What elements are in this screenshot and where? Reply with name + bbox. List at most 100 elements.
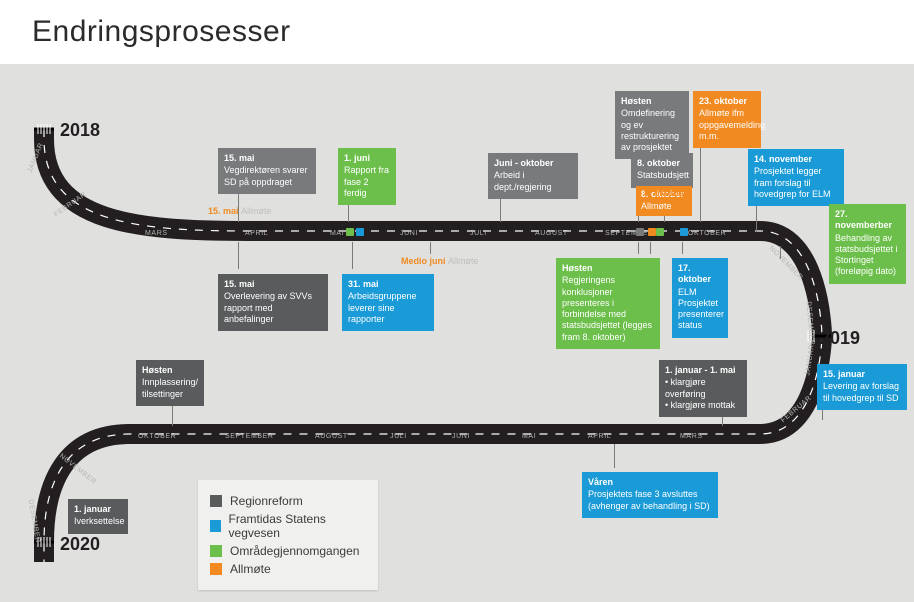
pill-text: Allmøte xyxy=(448,256,479,266)
month-label: JULI xyxy=(390,433,407,440)
callout-date: 1. januar xyxy=(74,504,122,515)
year-label: 2020 xyxy=(60,534,100,555)
pill-date: Medio juni xyxy=(401,256,448,266)
callout-box: 31. maiArbeidsgruppene leverer sine rapp… xyxy=(342,274,434,331)
callout-box: 1. juniRapport fra fase 2 ferdig xyxy=(338,148,396,205)
callout-text: Vegdirektøren svarer SD på oppdraget xyxy=(224,165,310,188)
callout-text: Behandling av statsbudsjettet i Storting… xyxy=(835,233,900,278)
legend-label: Framtidas Statens vegvesen xyxy=(229,512,362,540)
year-label: 2018 xyxy=(60,120,100,141)
callout-box: 17. oktoberELM Prosjektet presenterer st… xyxy=(672,258,728,338)
callout-box: 1. januar - 1. mai• klargjøre overføring… xyxy=(659,360,747,417)
road-svg xyxy=(0,64,914,602)
callout-text: Allmøte xyxy=(641,201,687,212)
legend-row: Framtidas Statens vegvesen xyxy=(210,512,362,540)
month-label: OKTOBER xyxy=(688,230,726,237)
connector-pin xyxy=(430,242,431,254)
month-label: MAI xyxy=(522,433,536,440)
month-label: OKTOBER xyxy=(138,433,176,440)
pill-date: 15. mai xyxy=(208,206,241,216)
callout-box: HøstenOmdefinering og ev restrukturering… xyxy=(615,91,689,159)
pill-label: 15. mai Allmøte xyxy=(200,204,280,219)
legend-label: Allmøte xyxy=(230,562,271,576)
month-label: JUNI xyxy=(400,230,418,237)
callout-box: 15. januarLevering av forslag til hovedg… xyxy=(817,364,907,410)
month-label: APRIL xyxy=(245,230,268,237)
legend-row: Allmøte xyxy=(210,562,362,576)
connector-pin xyxy=(352,242,353,269)
callout-date: 15. mai xyxy=(224,279,322,290)
callout-date: Våren xyxy=(588,477,712,488)
legend-label: Regionreform xyxy=(230,494,303,508)
title-bar: Endringsprosesser xyxy=(0,0,914,64)
month-label: MAI xyxy=(330,230,344,237)
callout-date: Juni - oktober xyxy=(494,158,572,169)
legend-swatch xyxy=(210,520,221,532)
callout-box: Juni - oktoberArbeid i dept./regjering xyxy=(488,153,578,199)
callout-text: • klargjøre overføring • klargjøre motta… xyxy=(665,377,741,411)
month-label: AUGUST xyxy=(315,433,348,440)
callout-date: Høsten xyxy=(621,96,683,107)
callout-box: HøstenRegjeringens konklusjoner presente… xyxy=(556,258,660,349)
callout-text: Regjeringens konklusjoner presenteres i … xyxy=(562,275,654,343)
callout-text: Arbeid i dept./regjering xyxy=(494,170,572,193)
connector-pin xyxy=(780,246,781,259)
legend-row: Regionreform xyxy=(210,494,362,508)
road-marker xyxy=(346,228,354,236)
legend-swatch xyxy=(210,495,222,507)
callout-date: 17. oktober xyxy=(678,263,722,286)
callout-text: Arbeidsgruppene leverer sine rapporter xyxy=(348,291,428,325)
callout-date: 1. juni xyxy=(344,153,390,164)
month-label: AUGUST xyxy=(535,230,568,237)
callout-box: 8. oktoberStatsbudsjett xyxy=(631,153,693,188)
callout-box: 23. oktoberAllmøte ifm oppgavemelding m.… xyxy=(693,91,761,148)
callout-text: Levering av forslag til hovedgrep til SD xyxy=(823,381,901,404)
callout-date: 14. november xyxy=(754,154,838,165)
page-title: Endringsprosesser xyxy=(32,15,291,49)
callout-date: 23. oktober xyxy=(699,96,755,107)
callout-date: 8. oktober xyxy=(637,158,687,169)
callout-text: Iverksettelse xyxy=(74,516,122,527)
callout-text: Prosjektet legger fram forslag til hoved… xyxy=(754,166,838,200)
connector-pin xyxy=(682,242,683,254)
month-label: SEPTEMBER xyxy=(605,230,654,237)
legend-swatch xyxy=(210,563,222,575)
legend-label: Områdegjennomgangen xyxy=(230,544,359,558)
connector-pin xyxy=(638,242,639,254)
legend-row: Områdegjennomgangen xyxy=(210,544,362,558)
callout-date: 1. januar - 1. mai xyxy=(665,365,741,376)
callout-date: 15. januar xyxy=(823,369,901,380)
callout-date: Høsten xyxy=(562,263,654,274)
timeline-stage: 201820192020 JANUARFEBRUARMARSAPRILMAIJU… xyxy=(0,64,914,602)
callout-box: 15. maiVegdirektøren svarer SD på oppdra… xyxy=(218,148,316,194)
callout-text: Overlevering av SVVs rapport med anbefal… xyxy=(224,291,322,325)
road-marker xyxy=(648,228,656,236)
callout-box: 27. novemberberBehandling av statsbudsje… xyxy=(829,204,906,284)
callout-box: HøstenInnplassering/ tilsettinger xyxy=(136,360,204,406)
connector-pin xyxy=(650,242,651,254)
road-marker xyxy=(680,228,688,236)
callout-date: 27. novemberber xyxy=(835,209,900,232)
callout-text: Statsbudsjett xyxy=(637,170,687,181)
month-label: JUNI xyxy=(452,433,470,440)
month-label: APRIL xyxy=(588,433,611,440)
callout-box: 15. maiOverlevering av SVVs rapport med … xyxy=(218,274,328,331)
pill-label: Medio juni Allmøte xyxy=(393,254,487,269)
callout-date: 15. mai xyxy=(224,153,310,164)
callout-text: Allmøte ifm oppgavemelding m.m. xyxy=(699,108,755,142)
pill-text: Allmøte xyxy=(241,206,272,216)
callout-text: Omdefinering og ev restrukturering av pr… xyxy=(621,108,683,153)
callout-text: Prosjektets fase 3 avsluttes (avhenger a… xyxy=(588,489,712,512)
connector-pin xyxy=(700,138,701,222)
month-label: SEPTEMBER xyxy=(225,433,274,440)
road-marker xyxy=(636,228,644,236)
month-label: JULI xyxy=(470,230,487,237)
callout-box: 14. novemberProsjektet legger fram forsl… xyxy=(748,149,844,206)
pill-date: 8. oktober xyxy=(644,188,687,198)
road-marker xyxy=(356,228,364,236)
pill-label: 8. oktober xyxy=(636,186,695,201)
legend-swatch xyxy=(210,545,222,557)
callout-box: 1. januarIverksettelse xyxy=(68,499,128,534)
page: Endringsprosesser xyxy=(0,0,914,602)
year-label: 2019 xyxy=(820,328,860,349)
